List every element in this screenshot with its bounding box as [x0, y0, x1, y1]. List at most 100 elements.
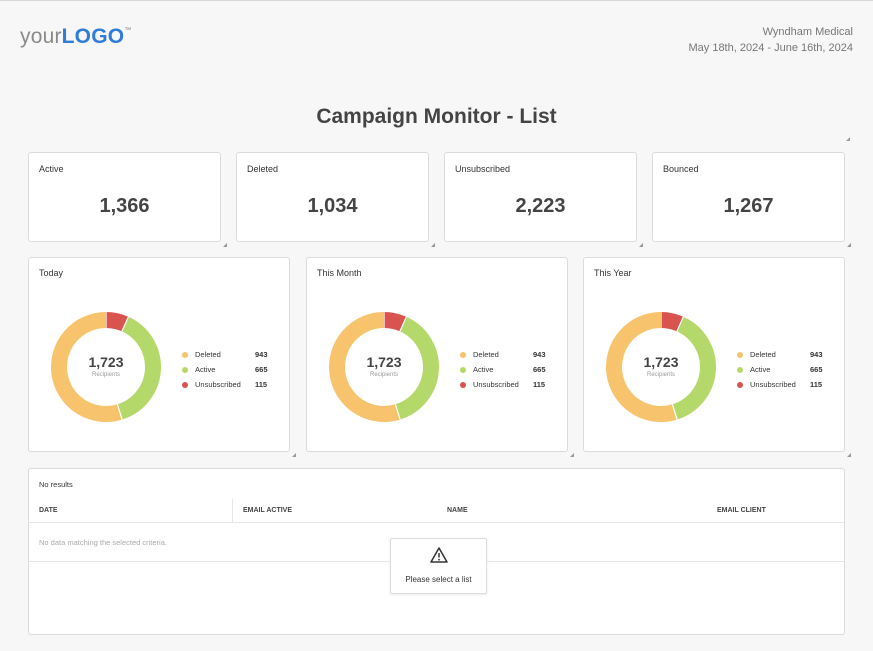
- column-header-email-client[interactable]: EMAIL CLIENT: [717, 507, 766, 514]
- donut-legend: Deleted 943 Active 665 Unsubscribed 115: [460, 347, 546, 392]
- legend-item-unsubscribed[interactable]: Unsubscribed 115: [737, 377, 823, 392]
- legend-item-unsubscribed[interactable]: Unsubscribed 115: [460, 377, 546, 392]
- stat-value: 1,034: [307, 195, 358, 217]
- table-card: No results DATE EMAIL ACTIVE NAME EMAIL …: [28, 468, 845, 635]
- donut-chart: [329, 312, 439, 422]
- donut-segment-active[interactable]: [117, 316, 161, 420]
- resize-handle-icon[interactable]: [292, 453, 296, 457]
- donut-card-this-year: This Year 1,723 Recipients Deleted 943 Ac…: [583, 257, 845, 452]
- donut-segment-separator: [399, 316, 407, 332]
- legend-value: 115: [255, 380, 268, 389]
- legend-item-deleted[interactable]: Deleted 943: [737, 347, 823, 362]
- donut-total: 1,723: [643, 354, 679, 370]
- resize-handle-icon[interactable]: [431, 243, 435, 247]
- column-header-name[interactable]: NAME: [447, 507, 468, 514]
- donut-segment-separator: [121, 316, 129, 332]
- legend-name: Deleted: [750, 350, 776, 359]
- donut-title: This Month: [317, 268, 362, 278]
- resize-handle-icon[interactable]: [846, 137, 850, 141]
- column-header-date[interactable]: DATE: [39, 507, 58, 514]
- donut-segment-unsubscribed[interactable]: [105, 312, 129, 332]
- select-list-notice: Please select a list: [390, 538, 487, 594]
- notice-text: Please select a list: [405, 575, 472, 584]
- legend-name: Deleted: [195, 350, 221, 359]
- legend-item-unsubscribed[interactable]: Unsubscribed 115: [182, 377, 268, 392]
- stat-card-bounced: Bounced 1,267: [652, 152, 845, 242]
- empty-message: No data matching the selected criteria.: [39, 538, 167, 547]
- legend-item-active[interactable]: Active 665: [182, 362, 268, 377]
- legend-dot: [460, 381, 466, 388]
- legend-name: Unsubscribed: [195, 380, 241, 389]
- legend-name: Unsubscribed: [473, 380, 519, 389]
- legend-dot: [182, 366, 188, 373]
- legend-value: 665: [533, 365, 546, 374]
- logo-trademark: ™: [124, 27, 132, 34]
- resize-handle-icon[interactable]: [847, 453, 851, 457]
- legend-name: Deleted: [473, 350, 499, 359]
- legend-value: 115: [810, 380, 823, 389]
- table-status: No results: [39, 480, 73, 489]
- logo-prefix: your: [20, 25, 62, 48]
- legend-item-active[interactable]: Active 665: [460, 362, 546, 377]
- stat-label: Unsubscribed: [455, 164, 511, 174]
- donut-segment-unsubscribed[interactable]: [383, 312, 407, 332]
- column-divider: [232, 499, 233, 523]
- legend-name: Active: [195, 365, 216, 374]
- stat-card-deleted: Deleted 1,034: [236, 152, 429, 242]
- legend-name: Unsubscribed: [750, 380, 796, 389]
- donut-sub: Recipients: [369, 372, 398, 378]
- client-name: Wyndham Medical: [762, 26, 853, 38]
- legend-name: Active: [473, 365, 494, 374]
- date-range: May 18th, 2024 - June 16th, 2024: [688, 42, 853, 54]
- legend-dot: [737, 351, 743, 358]
- legend-item-active[interactable]: Active 665: [737, 362, 823, 377]
- donut-card-this-month: This Month 1,723 Recipients Deleted 943 A…: [306, 257, 568, 452]
- donut-chart: [606, 312, 716, 422]
- legend-dot: [737, 381, 743, 388]
- legend-value: 665: [810, 365, 823, 374]
- stat-value: 1,267: [723, 195, 774, 217]
- donut-card-today: Today 1,723 Recipients Deleted 943 Active…: [28, 257, 290, 452]
- legend-value: 943: [810, 350, 823, 359]
- legend-value: 943: [255, 350, 268, 359]
- donut-segment-separator: [116, 404, 123, 420]
- donut-segment-deleted[interactable]: [606, 312, 678, 422]
- donut-legend: Deleted 943 Active 665 Unsubscribed 115: [182, 347, 268, 392]
- table-header: DATE EMAIL ACTIVE NAME EMAIL CLIENT: [29, 499, 844, 523]
- donut-segment-separator: [394, 404, 401, 420]
- donut-legend: Deleted 943 Active 665 Unsubscribed 115: [737, 347, 823, 392]
- donut-segment-active[interactable]: [672, 316, 716, 420]
- stat-label: Deleted: [247, 164, 279, 174]
- stat-label: Active: [39, 164, 64, 174]
- legend-item-deleted[interactable]: Deleted 943: [182, 347, 268, 362]
- donut-total: 1,723: [88, 354, 124, 370]
- donut-segment-active[interactable]: [395, 316, 439, 420]
- resize-handle-icon[interactable]: [223, 243, 227, 247]
- donut-segment-separator: [671, 404, 678, 420]
- stat-value: 2,223: [515, 195, 566, 217]
- legend-item-deleted[interactable]: Deleted 943: [460, 347, 546, 362]
- donut-title: This Year: [594, 268, 632, 278]
- legend-dot: [460, 351, 466, 358]
- legend-value: 665: [255, 365, 268, 374]
- donut-segment-deleted[interactable]: [51, 312, 123, 422]
- donut-segment-deleted[interactable]: [329, 312, 401, 422]
- donut-segment-separator: [676, 316, 684, 332]
- donut-segment-unsubscribed[interactable]: [660, 312, 684, 332]
- column-header-email-active[interactable]: EMAIL ACTIVE: [243, 507, 293, 514]
- donut-sub: Recipients: [91, 372, 120, 378]
- legend-name: Active: [750, 365, 771, 374]
- logo-brand: LOGO: [61, 25, 125, 48]
- resize-handle-icon[interactable]: [847, 243, 851, 247]
- warning-icon: [430, 547, 448, 563]
- donut-sub: Recipients: [646, 372, 675, 378]
- legend-dot: [737, 366, 743, 373]
- resize-handle-icon[interactable]: [639, 243, 643, 247]
- stat-label: Bounced: [663, 164, 699, 174]
- legend-value: 115: [533, 380, 546, 389]
- legend-dot: [182, 351, 188, 358]
- resize-handle-icon[interactable]: [570, 453, 574, 457]
- legend-dot: [460, 366, 466, 373]
- stat-card-unsubscribed: Unsubscribed 2,223: [444, 152, 637, 242]
- page-title: Campaign Monitor - List: [316, 105, 557, 128]
